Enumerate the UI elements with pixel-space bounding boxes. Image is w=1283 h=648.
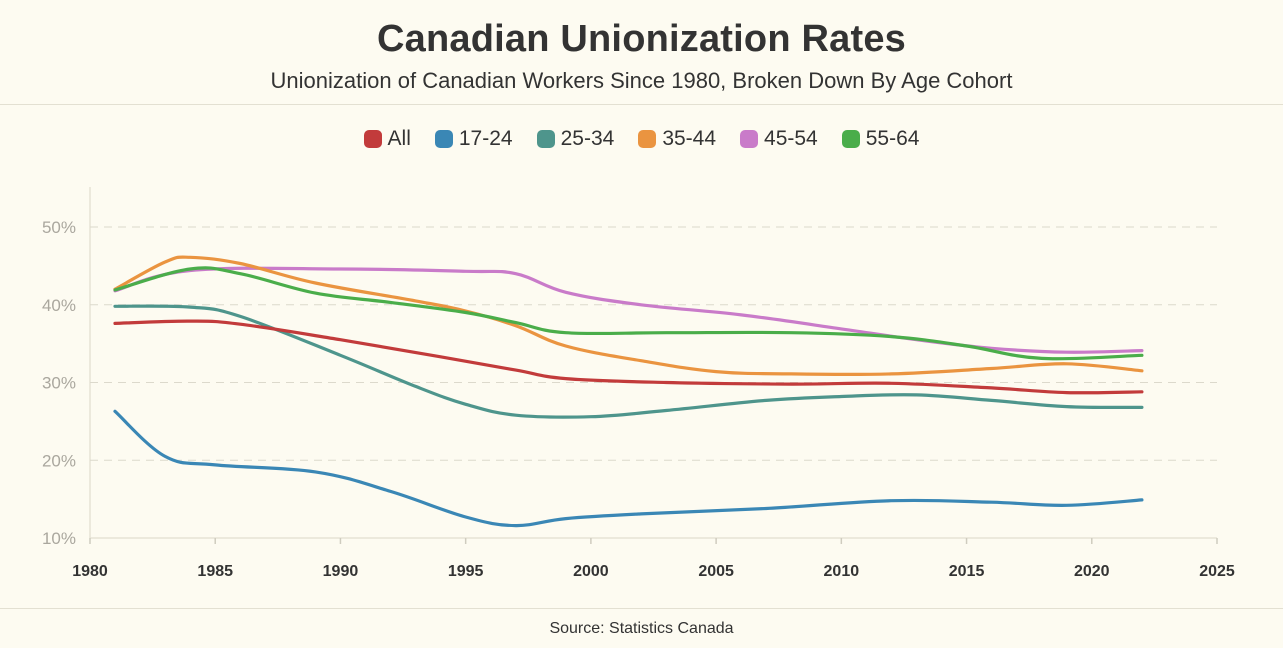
legend-label: All — [387, 127, 411, 150]
legend-swatch — [536, 130, 555, 148]
legend-item-55-64[interactable]: 55-64 — [841, 127, 920, 151]
series-line-17-24 — [113, 409, 1144, 528]
legend-swatch — [638, 130, 657, 148]
series-line-25-34 — [113, 304, 1144, 419]
legend-item-35-44[interactable]: 35-44 — [638, 127, 716, 151]
legend-swatch — [363, 130, 382, 148]
x-tick-label: 2010 — [824, 563, 860, 580]
legend-item-25-34[interactable]: 25-34 — [536, 127, 615, 151]
legend-label: 25-34 — [560, 127, 615, 150]
x-tick-label: 1980 — [72, 563, 108, 580]
x-tick-label: 1990 — [323, 563, 359, 580]
legend-item-all[interactable]: All — [363, 127, 411, 151]
legend-label: 55-64 — [865, 127, 920, 150]
source-note: Source: Statistics Canada — [549, 620, 734, 637]
y-tick-label: 30% — [42, 374, 76, 393]
legend-item-17-24[interactable]: 17-24 — [434, 127, 513, 151]
legend-swatch — [434, 130, 453, 148]
x-tick-label: 2015 — [949, 563, 985, 580]
legend-item-45-54[interactable]: 45-54 — [740, 127, 818, 151]
series-line-all — [113, 319, 1144, 395]
x-tick-label: 2005 — [698, 563, 734, 580]
chart-subtitle: Unionization of Canadian Workers Since 1… — [270, 68, 1013, 93]
header-divider — [0, 104, 1283, 105]
legend-swatch — [740, 130, 759, 148]
series-line-35-44 — [113, 255, 1144, 377]
chart-legend: All 17-24 25-34 35-44 45-54 55-64 — [0, 127, 1283, 151]
legend-label: 17-24 — [458, 127, 513, 150]
x-tick-label: 1985 — [197, 563, 233, 580]
x-tick-label: 2025 — [1199, 563, 1235, 580]
series-line-45-54 — [113, 266, 1144, 354]
x-tick-label: 2020 — [1074, 563, 1110, 580]
x-tick-label: 2000 — [573, 563, 609, 580]
legend-label: 35-44 — [662, 127, 717, 150]
legend-label: 45-54 — [764, 127, 818, 150]
series-line-55-64 — [113, 266, 1144, 361]
y-tick-label: 10% — [42, 529, 76, 548]
footer-divider — [0, 608, 1283, 609]
y-tick-label: 50% — [42, 218, 76, 237]
legend-swatch — [841, 130, 860, 148]
chart-title: Canadian Unionization Rates — [376, 18, 906, 60]
y-tick-label: 40% — [42, 296, 76, 315]
x-tick-label: 1995 — [448, 563, 484, 580]
y-tick-label: 20% — [42, 451, 76, 470]
